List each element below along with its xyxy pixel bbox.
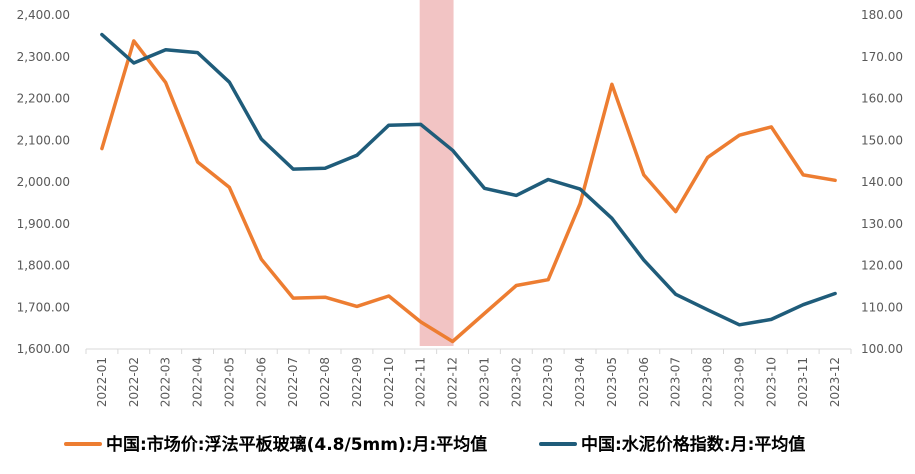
x-tick-label: 2022-04 bbox=[191, 357, 205, 407]
y-right-tick-label: 150.00 bbox=[861, 133, 903, 147]
x-tick-label: 2022-12 bbox=[446, 357, 460, 407]
y-right-tick-label: 110.00 bbox=[861, 300, 903, 314]
y-left-tick-label: 1,800.00 bbox=[17, 259, 70, 273]
y-left-tick-label: 1,900.00 bbox=[17, 217, 70, 231]
x-tick-label: 2022-05 bbox=[222, 357, 236, 407]
y-right-tick-label: 120.00 bbox=[861, 259, 903, 273]
x-tick-label: 2023-06 bbox=[637, 357, 651, 407]
x-tick-label: 2023-05 bbox=[605, 357, 619, 407]
x-tick-label: 2023-11 bbox=[796, 357, 810, 407]
x-tick-label: 2023-10 bbox=[764, 357, 778, 407]
y-left-tick-label: 2,200.00 bbox=[17, 92, 70, 106]
y-right-tick-label: 170.00 bbox=[861, 50, 903, 64]
y-left-tick-label: 1,600.00 bbox=[17, 342, 70, 356]
series-line-1 bbox=[100, 39, 837, 344]
x-tick-label: 2023-07 bbox=[669, 357, 683, 407]
x-tick-label: 2022-07 bbox=[286, 357, 300, 407]
y-right-tick-label: 140.00 bbox=[861, 175, 903, 189]
x-tick-label: 2023-01 bbox=[477, 357, 491, 407]
legend-label-2: 中国:水泥价格指数:月:平均值 bbox=[581, 434, 805, 455]
x-tick-label: 2022-03 bbox=[159, 357, 173, 407]
x-tick-label: 2023-03 bbox=[541, 357, 555, 407]
y-left-tick-label: 2,100.00 bbox=[17, 133, 70, 147]
x-tick-label: 2023-12 bbox=[828, 357, 842, 407]
y-left-tick-label: 2,000.00 bbox=[17, 175, 70, 189]
y-right-tick-label: 160.00 bbox=[861, 92, 903, 106]
y-right-tick-label: 130.00 bbox=[861, 217, 903, 231]
x-tick-label: 2023-02 bbox=[509, 357, 523, 407]
x-tick-label: 2023-09 bbox=[732, 357, 746, 407]
x-tick-label: 2022-11 bbox=[414, 357, 428, 407]
legend-label-1: 中国:市场价:浮法平板玻璃(4.8/5mm):月:平均值 bbox=[106, 434, 487, 455]
y-left-tick-label: 1,700.00 bbox=[17, 300, 70, 314]
series-line-2 bbox=[100, 32, 837, 327]
x-tick-label: 2022-10 bbox=[382, 357, 396, 407]
legend: 中国:市场价:浮法平板玻璃(4.8/5mm):月:平均值 中国:水泥价格指数:月:… bbox=[64, 434, 805, 455]
x-tick-label: 2022-08 bbox=[318, 357, 332, 407]
y-left-tick-label: 2,400.00 bbox=[17, 8, 70, 22]
x-tick-label: 2022-01 bbox=[95, 357, 109, 407]
highlight-band bbox=[419, 0, 454, 346]
x-tick-label: 2022-09 bbox=[350, 357, 364, 407]
x-tick-label: 2023-04 bbox=[573, 357, 587, 407]
y-right-tick-label: 180.00 bbox=[861, 8, 903, 22]
series-lines-group bbox=[100, 32, 837, 344]
highlight-band-group bbox=[419, 0, 454, 346]
x-tick-label: 2022-02 bbox=[127, 357, 141, 407]
y-right-tick-label: 100.00 bbox=[861, 342, 903, 356]
axes-group: 2022-01 2022-02 2022-03 2022-04 2022-05 2022-… bbox=[17, 8, 903, 407]
x-tick-label: 2022-06 bbox=[254, 357, 268, 407]
y-left-tick-label: 2,300.00 bbox=[17, 50, 70, 64]
x-tick-label: 2023-08 bbox=[701, 357, 715, 407]
